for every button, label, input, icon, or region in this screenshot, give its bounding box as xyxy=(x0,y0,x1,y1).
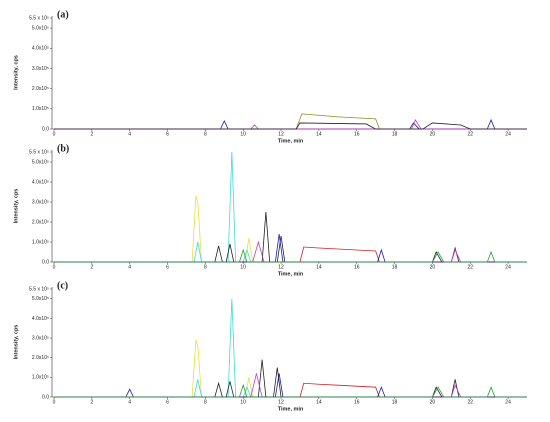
x-tick-label: 14 xyxy=(316,131,322,137)
x-tick-label: 2 xyxy=(90,399,93,405)
y-axis-label: Intensity, cps xyxy=(13,189,19,224)
y-tick-label: 3.0x10⁵ xyxy=(32,66,49,72)
y-tick-label: 4.0x10⁵ xyxy=(32,46,49,52)
x-axis-label: Time, min xyxy=(278,138,304,144)
x-tick-label: 12 xyxy=(278,131,284,137)
x-tick-label: 4 xyxy=(128,264,131,270)
x-tick-label: 24 xyxy=(505,264,511,270)
y-tick-label: 4.0x10⁵ xyxy=(32,316,49,322)
x-tick-label: 18 xyxy=(392,399,398,405)
x-tick-label: 0 xyxy=(53,399,56,405)
x-tick-label: 8 xyxy=(204,264,207,270)
trace xyxy=(54,359,527,398)
trace xyxy=(54,373,527,398)
x-tick-label: 8 xyxy=(204,399,207,405)
x-tick-label: 10 xyxy=(240,264,246,270)
x-tick-label: 12 xyxy=(278,399,284,405)
trace xyxy=(54,113,527,130)
trace xyxy=(54,211,527,263)
x-tick-label: 18 xyxy=(392,264,398,270)
x-tick-label: 6 xyxy=(166,399,169,405)
trace xyxy=(54,151,527,263)
x-tick-label: 24 xyxy=(505,399,511,405)
x-tick-label: 0 xyxy=(53,131,56,137)
y-axis-label: Intensity, cps xyxy=(13,325,19,360)
x-tick-label: 4 xyxy=(128,131,131,137)
trace xyxy=(54,339,527,398)
x-tick-label: 14 xyxy=(316,399,322,405)
x-tick-label: 10 xyxy=(240,131,246,137)
y-tick-label: 0.0 xyxy=(42,259,49,265)
y-tick-label: 2.0x10⁵ xyxy=(32,219,49,225)
x-tick-label: 8 xyxy=(204,131,207,137)
x-tick-label: 14 xyxy=(316,264,322,270)
x-tick-label: 16 xyxy=(354,399,360,405)
x-axis-label: Time, min xyxy=(278,271,304,277)
x-tick-label: 16 xyxy=(354,131,360,137)
x-tick-label: 20 xyxy=(430,399,436,405)
y-tick-label: 5.0x10⁵ xyxy=(32,159,49,165)
x-tick-label: 24 xyxy=(505,131,511,137)
y-axis-label: Intensity, cps xyxy=(13,55,19,90)
x-tick-label: 10 xyxy=(240,399,246,405)
trace xyxy=(54,119,527,130)
x-tick-label: 20 xyxy=(430,131,436,137)
x-tick-label: 6 xyxy=(166,264,169,270)
x-tick-label: 16 xyxy=(354,264,360,270)
y-tick-label: 3.0x10⁵ xyxy=(32,335,49,341)
x-axis-label: Time, min xyxy=(278,406,304,412)
trace xyxy=(54,382,527,398)
trace xyxy=(54,118,527,130)
x-tick-label: 20 xyxy=(430,264,436,270)
trace xyxy=(54,248,527,263)
y-tick-label: 5.5 x 10⁵ xyxy=(29,15,49,21)
x-tick-label: 0 xyxy=(53,264,56,270)
trace xyxy=(54,240,527,263)
panel-title: (a) xyxy=(57,9,69,20)
trace xyxy=(54,122,527,130)
y-tick-label: 1.0x10⁵ xyxy=(32,239,49,245)
trace xyxy=(54,233,527,263)
x-tick-label: 2 xyxy=(90,131,93,137)
x-tick-label: 22 xyxy=(467,131,473,137)
y-tick-label: 3.0x10⁵ xyxy=(32,199,49,205)
y-tick-label: 5.5 x 10⁵ xyxy=(29,286,49,292)
y-tick-label: 4.0x10⁵ xyxy=(32,179,49,185)
y-tick-label: 5.0x10⁵ xyxy=(32,25,49,31)
y-tick-label: 5.5 x 10⁵ xyxy=(29,149,49,155)
trace xyxy=(54,298,527,398)
x-tick-label: 22 xyxy=(467,264,473,270)
x-tick-label: 6 xyxy=(166,131,169,137)
y-tick-label: 0.0 xyxy=(42,394,49,400)
trace xyxy=(54,246,527,263)
y-tick-label: 2.0x10⁵ xyxy=(32,355,49,361)
panel-title: (c) xyxy=(57,280,68,291)
x-tick-label: 18 xyxy=(392,131,398,137)
x-tick-label: 2 xyxy=(90,264,93,270)
trace xyxy=(54,383,527,398)
x-tick-label: 4 xyxy=(128,399,131,405)
y-tick-label: 1.0x10⁵ xyxy=(32,375,49,381)
x-tick-label: 12 xyxy=(278,264,284,270)
x-tick-label: 22 xyxy=(467,399,473,405)
y-tick-label: 2.0x10⁵ xyxy=(32,86,49,92)
panel-title: (b) xyxy=(57,143,69,154)
y-tick-label: 1.0x10⁵ xyxy=(32,106,49,112)
y-tick-label: 0.0 xyxy=(42,126,49,132)
y-tick-label: 5.0x10⁵ xyxy=(32,296,49,302)
